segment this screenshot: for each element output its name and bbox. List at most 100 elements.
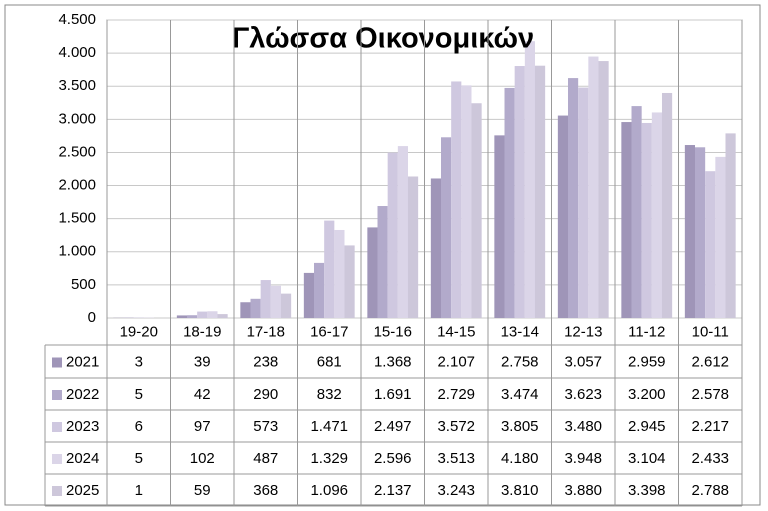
bar (250, 298, 261, 318)
legend-label: 2021 (66, 353, 99, 370)
bar (568, 78, 579, 318)
y-tick-label: 2.000 (58, 177, 96, 194)
data-label: 2.217 (691, 418, 729, 435)
legend-label: 2023 (66, 418, 99, 435)
data-label: 573 (253, 418, 278, 435)
bar (461, 85, 472, 319)
bar (661, 92, 673, 318)
bar (705, 171, 716, 318)
y-tick-label: 0 (88, 309, 96, 326)
bar (334, 229, 345, 318)
data-label: 3.948 (564, 450, 602, 467)
legend-swatch (52, 486, 62, 496)
bar (367, 227, 378, 318)
y-tick-label: 3.000 (58, 110, 96, 127)
bar (598, 61, 609, 319)
legend-swatch (52, 454, 62, 464)
data-label: 2.578 (691, 386, 729, 403)
x-tick-label: 10-11 (692, 323, 729, 340)
bar (441, 137, 452, 318)
bar (695, 147, 706, 318)
y-tick-label: 3.500 (58, 77, 96, 94)
data-label: 3.805 (501, 418, 539, 435)
data-label: 42 (194, 386, 211, 403)
data-label: 3 (135, 353, 143, 370)
bar (197, 311, 208, 318)
data-label: 290 (253, 386, 278, 403)
legend-label: 2022 (66, 386, 99, 403)
data-label: 2.945 (628, 418, 666, 435)
data-label: 832 (317, 386, 342, 403)
legend-swatch (52, 390, 62, 400)
data-label: 1 (135, 482, 143, 499)
data-label: 97 (194, 418, 211, 435)
y-tick-label: 1.000 (58, 243, 96, 260)
data-label: 102 (190, 450, 215, 467)
bar (387, 152, 398, 318)
data-label: 39 (194, 353, 211, 370)
data-label: 2.758 (501, 353, 539, 370)
data-label: 2.596 (374, 450, 412, 467)
x-tick-label: 16-17 (310, 323, 348, 340)
bar (344, 245, 355, 318)
data-label: 5 (135, 450, 143, 467)
y-tick-label: 4.000 (58, 44, 96, 61)
bar (651, 112, 662, 318)
bar (557, 115, 569, 318)
bar (504, 87, 515, 318)
y-tick-label: 1.500 (58, 210, 96, 227)
bar (451, 81, 462, 318)
data-label: 2.729 (437, 386, 475, 403)
y-tick-label: 4.500 (58, 11, 96, 28)
x-tick-label: 11-12 (628, 323, 665, 340)
data-label: 3.200 (628, 386, 666, 403)
data-label: 3.480 (564, 418, 602, 435)
bar (407, 176, 419, 318)
bar (377, 206, 388, 318)
data-label: 3.572 (437, 418, 475, 435)
data-label: 1.691 (374, 386, 412, 403)
bar (578, 87, 589, 319)
bar (494, 135, 505, 318)
bar (314, 262, 325, 318)
data-label: 3.057 (564, 353, 602, 370)
bar (534, 65, 546, 319)
x-tick-label: 12-13 (564, 323, 602, 340)
bar (280, 293, 292, 318)
data-label: 2.137 (374, 482, 412, 499)
legend-swatch (52, 422, 62, 432)
chart-title: Γλώσσα Οικονομικών (232, 23, 534, 55)
bar (324, 220, 335, 318)
y-tick-label: 500 (71, 276, 96, 293)
bar (240, 302, 251, 318)
data-label: 1.329 (310, 450, 348, 467)
bar (725, 133, 736, 318)
data-label: 3.513 (437, 450, 475, 467)
x-tick-label: 19-20 (120, 323, 158, 340)
y-tick-label: 2.500 (58, 143, 96, 160)
bar (217, 314, 228, 318)
data-label: 5 (135, 386, 143, 403)
legend-label: 2024 (66, 450, 99, 467)
data-label: 59 (194, 482, 211, 499)
legend-swatch (52, 357, 62, 368)
bar (207, 311, 218, 318)
data-label: 2.612 (691, 353, 729, 370)
data-label: 1.471 (310, 418, 348, 435)
data-label: 681 (317, 353, 342, 370)
data-label: 2.497 (374, 418, 412, 435)
legend-label: 2025 (66, 482, 99, 499)
bar (684, 145, 696, 318)
bar (641, 122, 652, 318)
data-label: 2.788 (691, 482, 729, 499)
bar (588, 56, 599, 319)
bar (471, 103, 482, 318)
data-label: 3.623 (564, 386, 602, 403)
data-label: 4.180 (501, 450, 539, 467)
bar (430, 178, 442, 318)
data-label: 2.433 (691, 450, 729, 467)
bar (514, 66, 525, 318)
x-tick-label: 17-18 (247, 323, 285, 340)
bar (397, 146, 408, 318)
